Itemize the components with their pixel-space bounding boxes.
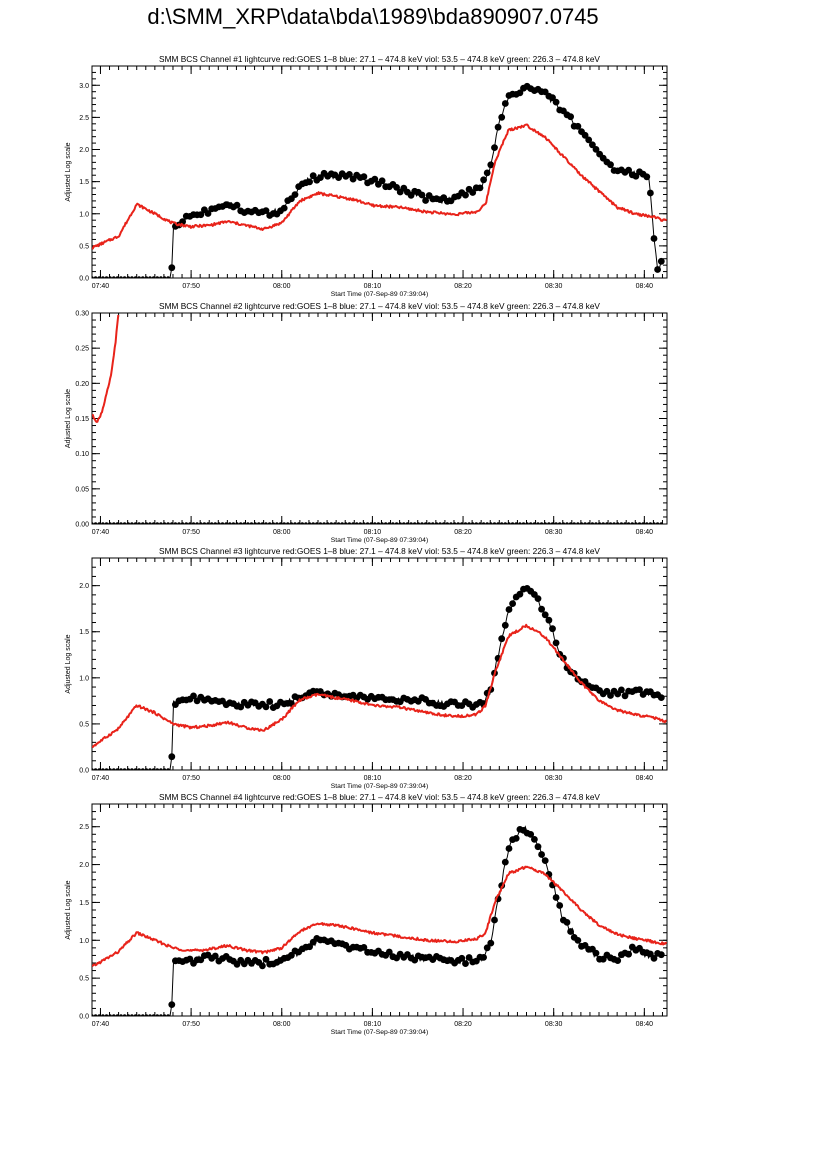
x-tick-label: 08:00 — [273, 529, 291, 536]
x-axis-label: Start Time (07-Sep-89 07:39:04) — [331, 783, 428, 790]
x-tick-label: 08:40 — [636, 529, 654, 536]
bcs-line — [92, 825, 662, 1016]
plot-frame — [91, 312, 668, 525]
plot-frame — [91, 65, 668, 279]
goes-line — [92, 865, 667, 968]
x-tick-label: 08:10 — [364, 283, 382, 290]
x-tick-label: 08:00 — [273, 1021, 291, 1028]
y-tick-label: 2.5 — [79, 115, 89, 122]
y-axis-label: Adjusted Log scale — [65, 389, 72, 448]
x-tick-label: 07:40 — [92, 283, 110, 290]
x-tick-label: 08:30 — [545, 529, 563, 536]
y-tick-label: 1.5 — [79, 179, 89, 186]
goes-line — [92, 123, 667, 250]
x-tick-label: 08:30 — [545, 1021, 563, 1028]
x-tick-label: 08:20 — [454, 529, 472, 536]
x-tick-label: 08:10 — [364, 1021, 382, 1028]
y-tick-label: 0.30 — [75, 311, 89, 318]
x-tick-label: 08:00 — [273, 775, 291, 782]
plot-area — [92, 82, 667, 278]
x-axis-label: Start Time (07-Sep-89 07:39:04) — [331, 1029, 428, 1036]
plot-area — [92, 585, 667, 770]
y-tick-label: 1.5 — [79, 900, 89, 907]
x-tick-label: 08:00 — [273, 283, 291, 290]
x-tick-label: 08:40 — [636, 775, 654, 782]
y-tick-label: 1.5 — [79, 629, 89, 636]
y-tick-label: 0.0 — [79, 1014, 89, 1021]
y-tick-label: 3.0 — [79, 83, 89, 90]
bcs-line — [92, 586, 662, 770]
x-tick-label: 08:10 — [364, 775, 382, 782]
x-tick-label: 07:50 — [182, 1021, 200, 1028]
plot-area — [92, 314, 664, 524]
chart-title: SMM BCS Channel #2 lightcurve red:GOES 1… — [159, 301, 600, 311]
x-tick-label: 07:50 — [182, 775, 200, 782]
y-tick-label: 2.0 — [79, 862, 89, 869]
y-tick-label: 0.0 — [79, 276, 89, 283]
y-tick-label: 0.5 — [79, 976, 89, 983]
chart-title: SMM BCS Channel #4 lightcurve red:GOES 1… — [159, 792, 600, 802]
x-tick-label: 08:40 — [636, 1021, 654, 1028]
x-tick-label: 07:40 — [92, 775, 110, 782]
y-tick-label: 1.0 — [79, 211, 89, 218]
chart-panel-3: SMM BCS Channel #3 lightcurve red:GOES 1… — [65, 546, 668, 790]
y-tick-label: 0.5 — [79, 721, 89, 728]
y-tick-label: 2.0 — [79, 583, 89, 590]
chart-title: SMM BCS Channel #1 lightcurve red:GOES 1… — [159, 54, 600, 64]
y-tick-label: 2.5 — [79, 824, 89, 831]
y-tick-label: 0.15 — [75, 416, 89, 423]
chart-panel-2: SMM BCS Channel #2 lightcurve red:GOES 1… — [65, 301, 668, 544]
x-tick-label: 08:30 — [545, 775, 563, 782]
x-tick-label: 08:20 — [454, 775, 472, 782]
y-tick-label: 0.25 — [75, 346, 89, 353]
x-tick-label: 08:20 — [454, 1021, 472, 1028]
x-axis-label: Start Time (07-Sep-89 07:39:04) — [331, 537, 428, 544]
y-tick-label: 0.10 — [75, 451, 89, 458]
y-tick-label: 0.20 — [75, 381, 89, 388]
y-axis-label: Adjusted Log scale — [65, 142, 72, 201]
series-bcs — [92, 82, 665, 278]
x-tick-label: 07:50 — [182, 529, 200, 536]
y-tick-label: 2.0 — [79, 147, 89, 154]
x-tick-label: 07:50 — [182, 283, 200, 290]
x-tick-label: 08:20 — [454, 283, 472, 290]
series-bcs — [92, 825, 665, 1016]
y-tick-label: 1.0 — [79, 675, 89, 682]
x-tick-label: 08:30 — [545, 283, 563, 290]
chart-title: SMM BCS Channel #3 lightcurve red:GOES 1… — [159, 546, 600, 556]
y-axis-label: Adjusted Log scale — [65, 634, 72, 693]
y-axis-label: Adjusted Log scale — [65, 880, 72, 939]
chart-panel-1: SMM BCS Channel #1 lightcurve red:GOES 1… — [65, 54, 668, 298]
y-tick-label: 0.0 — [79, 768, 89, 775]
x-tick-label: 08:40 — [636, 283, 654, 290]
plot-area — [92, 825, 667, 1016]
goes-line — [92, 623, 667, 748]
y-tick-label: 0.5 — [79, 243, 89, 250]
bcs-line — [92, 85, 662, 278]
chart-panel-4: SMM BCS Channel #4 lightcurve red:GOES 1… — [65, 792, 668, 1036]
x-axis-label: Start Time (07-Sep-89 07:39:04) — [331, 291, 428, 298]
x-tick-label: 08:10 — [364, 529, 382, 536]
y-tick-label: 0.05 — [75, 486, 89, 493]
plot-frame — [91, 557, 668, 771]
x-tick-label: 07:40 — [92, 1021, 110, 1028]
x-tick-label: 07:40 — [92, 529, 110, 536]
y-tick-label: 1.0 — [79, 938, 89, 945]
goes-line — [92, 314, 120, 423]
series-bcs — [92, 522, 664, 524]
y-tick-label: 0.00 — [75, 522, 89, 529]
page-title: d:\SMM_XRP\data\bda\1989\bda890907.0745 — [147, 4, 599, 29]
